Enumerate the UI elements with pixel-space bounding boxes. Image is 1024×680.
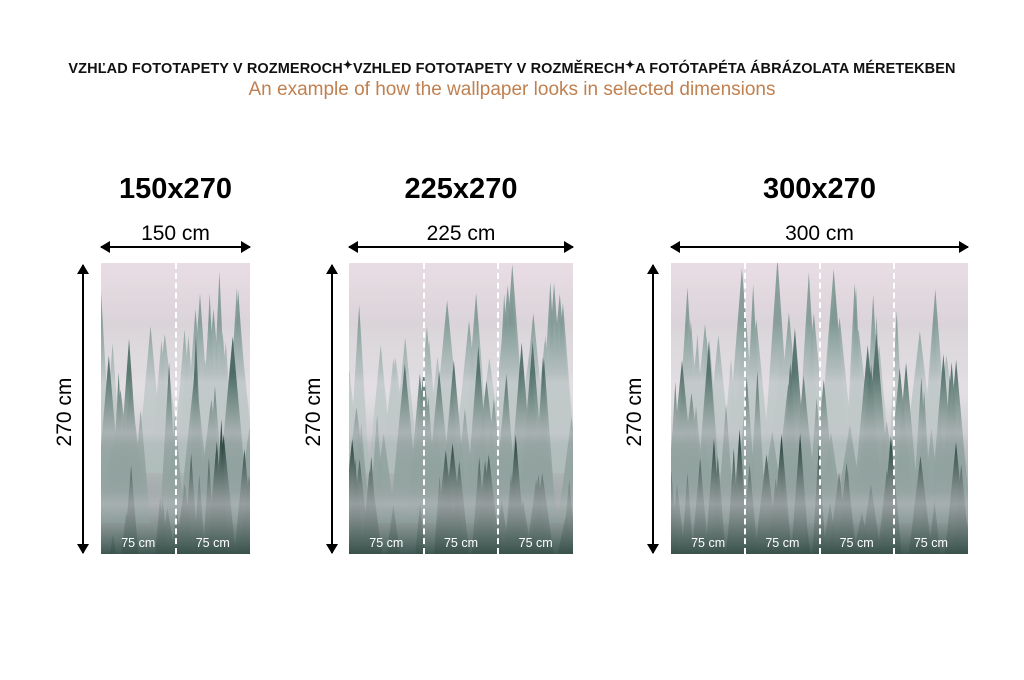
height-label: 270 cm (302, 377, 325, 447)
width-arrow (100, 241, 251, 253)
size-title: 300x270 (763, 173, 876, 205)
height-label: 270 cm (623, 377, 646, 447)
width-arrow (670, 241, 969, 253)
strip-width-label: 75 cm (195, 536, 230, 550)
wallpaper-preview: 75 cm 75 cm 75 cm 75 cm (671, 263, 968, 554)
strip-width-label: 75 cm (369, 536, 404, 550)
header-sk: VZHĽAD FOTOTAPETY V ROZMEROCH (68, 61, 343, 77)
forest-image (349, 263, 573, 554)
seam-line (422, 263, 425, 554)
strip-width-label: 75 cm (839, 536, 874, 550)
strip-width-label: 75 cm (518, 536, 553, 550)
width-label: 300 cm (785, 222, 854, 245)
sparkle-icon: ✦ (624, 58, 636, 72)
wallpaper-preview: 75 cm 75 cm (101, 263, 250, 554)
seam-line (174, 263, 177, 554)
strip-width-label: 75 cm (765, 536, 800, 550)
seam-line (818, 263, 821, 554)
header-hu: A FOTÓTAPÉTA ÁBRÁZOLATA MÉRETEKBEN (635, 61, 956, 77)
strip-width-label: 75 cm (121, 536, 156, 550)
strip-width-label: 75 cm (443, 536, 478, 550)
seam-line (892, 263, 895, 554)
height-arrow (326, 264, 338, 554)
width-label: 225 cm (426, 222, 496, 245)
subtitle: An example of how the wallpaper looks in… (248, 79, 776, 100)
strip-width-label: 75 cm (913, 536, 948, 550)
height-arrow (647, 264, 659, 554)
strip-width-label: 75 cm (691, 536, 726, 550)
size-title: 225x270 (404, 173, 518, 205)
seam-line (744, 263, 747, 554)
forest-image (101, 263, 250, 554)
width-label: 150 cm (141, 222, 210, 245)
size-title: 150x270 (119, 173, 232, 205)
sparkle-icon: ✦ (342, 58, 353, 72)
width-arrow (348, 241, 574, 253)
height-arrow (77, 264, 89, 554)
header-cz: VZHLED FOTOTAPETY V ROZMĚRECH (352, 61, 625, 77)
height-label: 270 cm (53, 377, 76, 447)
seam-line (497, 263, 500, 554)
wallpaper-preview: 75 cm 75 cm 75 cm (349, 263, 573, 554)
header-multilingual: VZHĽAD FOTOTAPETY V ROZMEROCH✦VZHLED FOT… (0, 58, 1024, 77)
